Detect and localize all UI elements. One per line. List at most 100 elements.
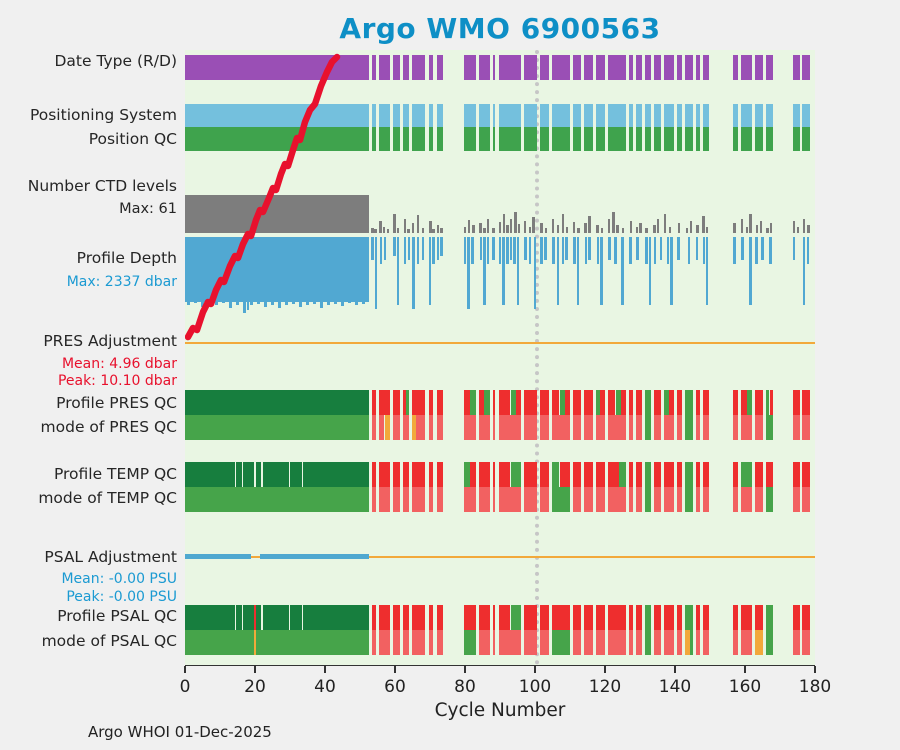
segment: [765, 630, 773, 655]
bar: [759, 220, 763, 233]
bar: [577, 228, 580, 233]
segment: [741, 462, 752, 487]
segment: [644, 487, 651, 512]
segment: [755, 104, 763, 127]
segment: [644, 390, 651, 415]
segment: [371, 390, 377, 415]
segment: [765, 127, 773, 151]
bar: [299, 237, 302, 307]
row-label-psal-peak: Peak: -0.00 PSU: [66, 589, 177, 605]
bar: [396, 227, 400, 233]
segment: [584, 462, 594, 487]
segment: [629, 415, 633, 440]
row-label-pres-mean: Mean: 4.96 dbar: [61, 356, 177, 372]
bar: [584, 223, 587, 233]
psal-adjustment-value: [260, 553, 369, 559]
segment: [664, 55, 674, 80]
bar: [668, 226, 672, 233]
bar: [616, 225, 619, 233]
bar: [479, 222, 482, 233]
segment: [595, 127, 605, 151]
segment: [436, 127, 443, 151]
bar: [467, 237, 470, 310]
row-label-date-type: Date Type (R/D): [54, 52, 177, 70]
segment: [685, 605, 693, 630]
segment: [403, 127, 409, 151]
segment: [498, 390, 511, 415]
x-tick: [534, 666, 536, 673]
segment: [608, 462, 619, 487]
bar: [429, 220, 432, 233]
segment: [403, 104, 409, 127]
segment: [403, 390, 407, 415]
segment: [765, 605, 773, 630]
bar: [596, 237, 600, 264]
segment: [552, 462, 560, 487]
bar: [648, 237, 652, 306]
segment: [492, 462, 496, 487]
bar: [440, 237, 443, 256]
segment: [695, 55, 700, 80]
segment: [436, 605, 443, 630]
segment: [524, 390, 538, 415]
segment: [236, 462, 243, 487]
segment: [644, 462, 651, 487]
segment: [378, 487, 391, 512]
segment: [290, 605, 302, 630]
bar: [551, 219, 555, 233]
bar: [792, 220, 796, 233]
segment: [653, 487, 661, 512]
segment: [463, 415, 476, 440]
bar: [250, 237, 253, 306]
bar: [636, 237, 639, 260]
segment: [573, 415, 581, 440]
bar: [600, 237, 603, 306]
strip-mode-temp-qc: [185, 487, 815, 512]
segment: [653, 630, 661, 655]
segment: [702, 390, 709, 415]
bar: [670, 237, 673, 306]
bar: [243, 237, 246, 313]
bar: [695, 237, 699, 260]
bar: [416, 214, 420, 233]
segment: [498, 462, 511, 487]
segment: [741, 415, 752, 440]
row-label-psal-adjustment: PSAL Adjustment: [44, 548, 177, 566]
bar: [215, 237, 218, 306]
segment: [765, 55, 773, 80]
bar: [733, 237, 736, 264]
segment: [371, 104, 377, 127]
segment: [746, 390, 752, 415]
segment: [378, 415, 385, 440]
segment: [428, 462, 434, 487]
segment: [802, 605, 811, 630]
segment: [802, 415, 811, 440]
bar: [506, 225, 509, 233]
segment: [498, 630, 521, 655]
segment: [262, 605, 289, 630]
segment: [552, 390, 560, 415]
bar: [278, 237, 281, 308]
segment: [608, 390, 616, 415]
segment: [802, 487, 811, 512]
segment: [608, 55, 626, 80]
segment: [479, 390, 485, 415]
bar: [371, 237, 374, 260]
segment: [371, 127, 377, 151]
bar: [576, 237, 580, 306]
segment: [733, 127, 738, 151]
segment: [436, 462, 443, 487]
segment: [702, 630, 709, 655]
segment: [702, 487, 709, 512]
plot-area: [185, 50, 815, 666]
segment: [685, 462, 693, 487]
segment: [510, 390, 516, 415]
segment: [677, 462, 682, 487]
segment: [552, 487, 570, 512]
bar: [187, 237, 190, 306]
bar: [403, 218, 407, 233]
segment: [629, 630, 633, 655]
segment: [378, 605, 391, 630]
bar: [608, 237, 611, 260]
segment: [664, 630, 674, 655]
